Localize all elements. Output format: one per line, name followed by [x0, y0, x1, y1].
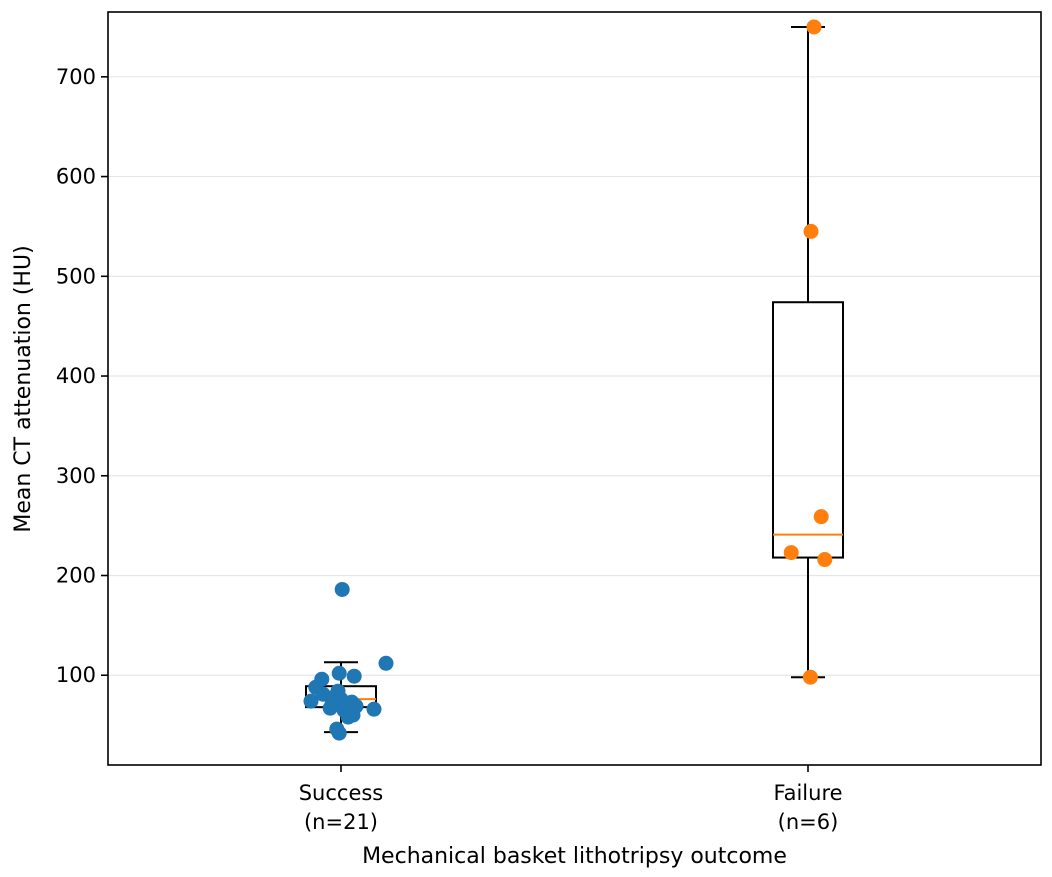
- failure-point: [802, 669, 818, 685]
- failure-sample-size-label: (n=6): [778, 810, 839, 834]
- success-point: [340, 709, 356, 725]
- boxes: [305, 25, 844, 734]
- success-point: [334, 581, 350, 597]
- success-x-tick-label: Success: [299, 781, 384, 805]
- success-point: [322, 700, 338, 716]
- y-axis-label: Mean CT attenuation (HU): [11, 245, 36, 532]
- y-tick-label-600: 600: [56, 165, 96, 189]
- success-point: [378, 655, 394, 671]
- y-tick-label-400: 400: [56, 364, 96, 388]
- success-point: [331, 725, 347, 741]
- plot-frame: [107, 11, 1042, 766]
- y-tick-label-300: 300: [56, 464, 96, 488]
- y-axis-ticks: 100 200 300 400 500 600 700: [56, 65, 108, 687]
- success-point: [303, 693, 319, 709]
- failure-point: [813, 509, 829, 525]
- success-point: [346, 668, 362, 684]
- failure-point: [806, 19, 822, 35]
- failure-point: [803, 223, 819, 239]
- y-tick-label-700: 700: [56, 65, 96, 89]
- y-tick-label-200: 200: [56, 564, 96, 588]
- success-point: [331, 665, 347, 681]
- success-sample-size-label: (n=21): [304, 810, 378, 834]
- y-tick-label-100: 100: [56, 663, 96, 687]
- success-point: [366, 701, 382, 717]
- failure-box: [772, 301, 844, 559]
- data-points: [303, 19, 833, 741]
- y-tick-label-500: 500: [56, 264, 96, 288]
- x-axis-ticks: Success (n=21) Failure (n=6): [299, 765, 843, 834]
- failure-point: [783, 545, 799, 561]
- gridlines: [108, 76, 1041, 676]
- x-axis-label: Mechanical basket lithotripsy outcome: [362, 844, 787, 869]
- failure-point: [817, 552, 833, 568]
- failure-x-tick-label: Failure: [773, 781, 842, 805]
